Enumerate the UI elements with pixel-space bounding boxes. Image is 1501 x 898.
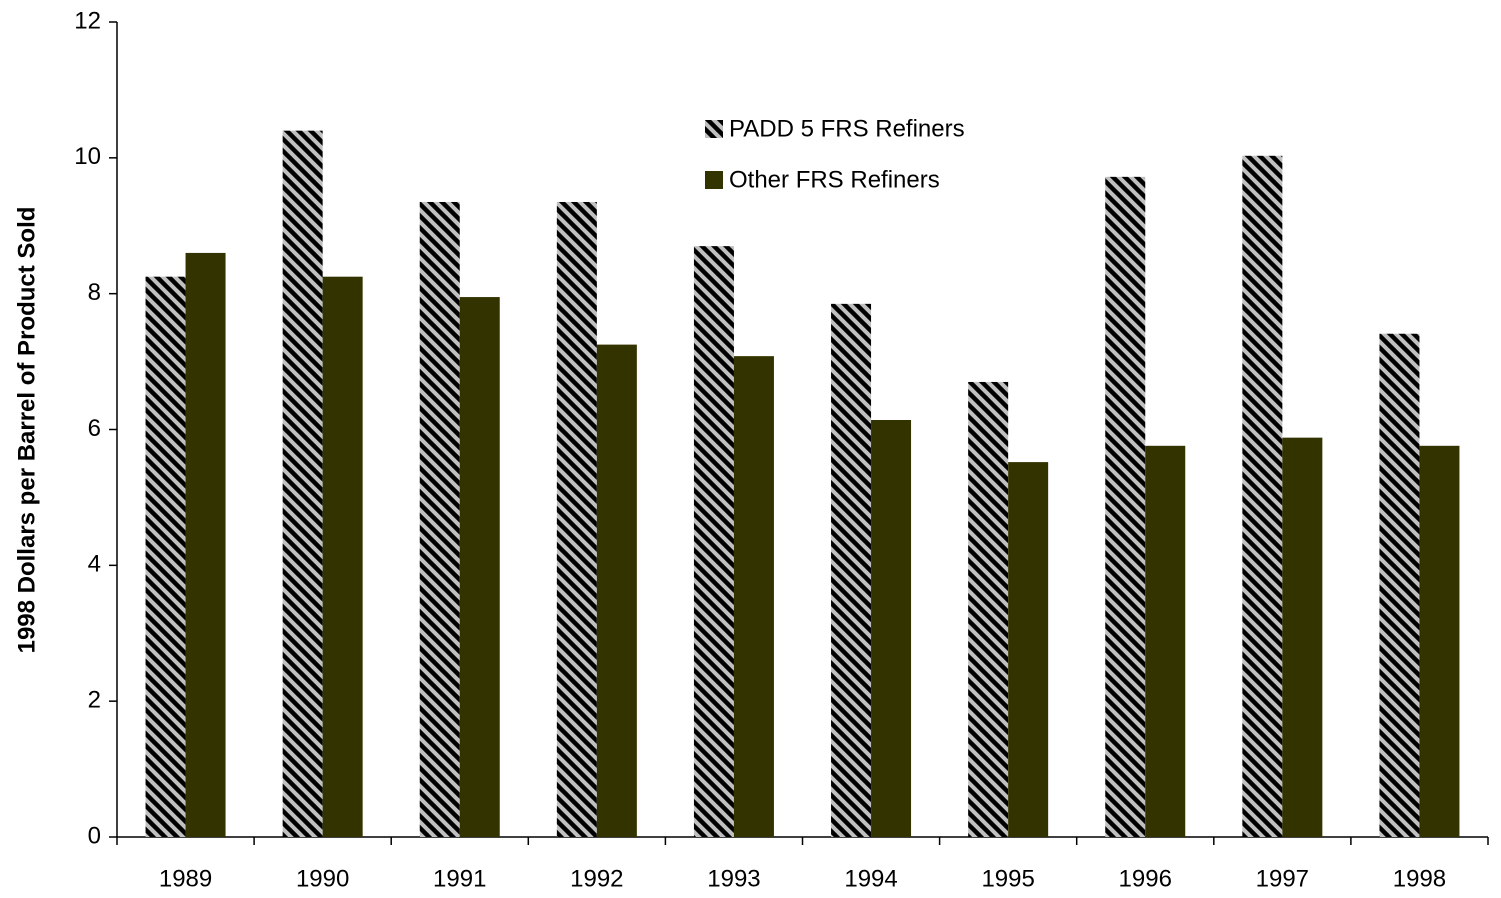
y-tick-label: 4 bbox=[88, 551, 101, 578]
y-tick-label: 10 bbox=[74, 143, 101, 170]
legend-label: PADD 5 FRS Refiners bbox=[729, 115, 965, 142]
legend-swatch bbox=[705, 120, 723, 138]
bar bbox=[1282, 437, 1323, 837]
bar bbox=[185, 252, 226, 837]
x-tick-label: 1989 bbox=[159, 865, 212, 892]
x-tick-label: 1992 bbox=[570, 865, 623, 892]
bar bbox=[145, 276, 186, 837]
y-tick-label: 6 bbox=[88, 415, 101, 442]
bar bbox=[596, 344, 637, 837]
bar bbox=[1419, 445, 1460, 837]
y-axis-label: 1998 Dollars per Barrel of Product Sold bbox=[13, 207, 40, 654]
y-tick-label: 12 bbox=[74, 7, 101, 34]
x-tick-label: 1990 bbox=[296, 865, 349, 892]
bar bbox=[1105, 176, 1146, 838]
bar bbox=[322, 276, 363, 837]
y-tick-label: 0 bbox=[88, 822, 101, 849]
legend-label: Other FRS Refiners bbox=[729, 166, 940, 193]
bar bbox=[831, 303, 872, 838]
bar bbox=[1379, 333, 1420, 837]
x-tick-label: 1995 bbox=[981, 865, 1034, 892]
bar bbox=[1242, 155, 1283, 837]
bar bbox=[871, 419, 912, 837]
bar bbox=[1145, 445, 1186, 837]
bar bbox=[1008, 462, 1049, 837]
bar bbox=[459, 297, 500, 837]
bar bbox=[556, 201, 597, 837]
bar bbox=[733, 356, 774, 837]
x-tick-label: 1996 bbox=[1119, 865, 1172, 892]
y-tick-label: 8 bbox=[88, 279, 101, 306]
x-tick-label: 1993 bbox=[707, 865, 760, 892]
bar bbox=[693, 246, 734, 837]
x-tick-label: 1991 bbox=[433, 865, 486, 892]
legend-swatch bbox=[705, 171, 723, 189]
x-tick-label: 1994 bbox=[844, 865, 897, 892]
x-tick-label: 1998 bbox=[1393, 865, 1446, 892]
bar bbox=[968, 381, 1009, 837]
bar bbox=[282, 130, 323, 837]
x-tick-label: 1997 bbox=[1256, 865, 1309, 892]
y-tick-label: 2 bbox=[88, 687, 101, 714]
bar bbox=[419, 201, 460, 837]
